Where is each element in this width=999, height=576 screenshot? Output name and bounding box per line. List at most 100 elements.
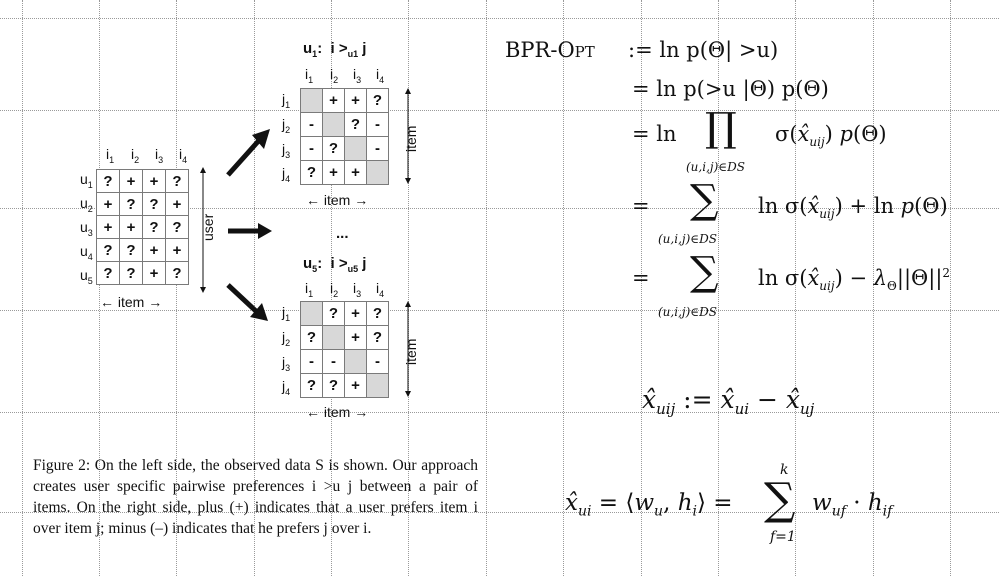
matrix-row: ?? +	[300, 373, 389, 398]
matrix-cell: ?	[96, 238, 120, 262]
matrix-row: ?? + +	[96, 238, 189, 262]
matrix-row: ? +?	[300, 325, 389, 350]
matrix-cell: -	[366, 112, 389, 137]
matrix-diagonal-cell	[366, 160, 389, 185]
row-label: j3	[282, 141, 291, 160]
caption-label: Figure 2:	[33, 457, 91, 474]
matrix-cell: ?	[119, 261, 143, 285]
matrix-cell: ?	[366, 88, 389, 113]
eq-line-5-rhs: ln σ(x̂uij) − λΘ||Θ||2	[758, 266, 951, 294]
matrix-cell: ?	[322, 136, 345, 161]
eq-line-3-rhs: σ(x̂uij) p(Θ)	[775, 122, 887, 150]
matrix-cell: +	[119, 215, 143, 239]
matrix-diagonal-cell	[344, 349, 367, 374]
matrix-cell: ?	[366, 301, 389, 326]
matrix-diagonal-cell	[344, 136, 367, 161]
xuij-definition: x̂uij := x̂ui − x̂uj	[642, 385, 815, 418]
matrix-cell: ?	[165, 169, 189, 193]
matrix-cell: +	[344, 88, 367, 113]
sum-symbol: ∑	[690, 177, 719, 223]
col-label: i1	[106, 146, 115, 165]
eq-line-4-rhs: ln σ(x̂uij) + ln p(Θ)	[758, 194, 948, 222]
col-label: i2	[330, 280, 339, 299]
figure-caption: Figure 2: On the left side, the observed…	[33, 455, 478, 539]
matrix-cell: -	[300, 136, 323, 161]
left-y-axis-label: user	[200, 213, 216, 241]
matrix-cell: +	[142, 169, 166, 193]
transform-arrows	[226, 129, 272, 321]
matrix-diagonal-cell	[300, 301, 323, 326]
matrix-row: -? -	[300, 136, 389, 161]
matrix-cell: -	[300, 112, 323, 137]
matrix-row: ? + +	[300, 160, 389, 185]
right-bottom-y-axis-arrow	[405, 301, 411, 397]
matrix-row: + +?	[300, 88, 389, 113]
row-label: j4	[282, 378, 291, 397]
eq-line-4: =	[632, 194, 650, 218]
sum-symbol: ∑	[764, 474, 796, 525]
row-label: j1	[282, 304, 291, 323]
matrix-row: ? + +?	[96, 169, 189, 193]
xui-rhs: wuf · hif	[812, 490, 893, 520]
matrix-cell: +	[322, 88, 345, 113]
matrix-cell: ?	[344, 112, 367, 137]
row-label: j3	[282, 354, 291, 373]
matrix-cell: +	[142, 261, 166, 285]
matrix-cell: -	[300, 349, 323, 374]
col-label: i3	[353, 280, 362, 299]
matrix-row: -? -	[300, 112, 389, 137]
col-label: i3	[353, 66, 362, 85]
matrix-cell: ?	[300, 373, 323, 398]
matrix-cell: -	[366, 136, 389, 161]
matrix-cell: -	[366, 349, 389, 374]
row-label: j2	[282, 116, 291, 135]
matrix-cell: +	[165, 192, 189, 216]
xui-lhs: x̂ui = ⟨wu, hi⟩ =	[565, 490, 733, 520]
matrix-diagonal-cell	[366, 373, 389, 398]
right-top-y-axis-arrow	[405, 88, 411, 184]
row-label: u5	[80, 267, 93, 286]
matrix-cell: ?	[300, 325, 323, 350]
matrix-cell: +	[344, 373, 367, 398]
col-label: i3	[155, 146, 164, 165]
sum-lower-limit: f=1	[770, 529, 796, 545]
col-label: i2	[131, 146, 140, 165]
matrix-cell: ?	[165, 215, 189, 239]
matrix-cell: ?	[300, 160, 323, 185]
right-top-x-axis-label: ← item →	[306, 192, 369, 208]
matrix-cell: +	[119, 169, 143, 193]
matrix-cell: ?	[142, 192, 166, 216]
row-label: u2	[80, 195, 93, 214]
matrix-cell: ?	[142, 215, 166, 239]
eq-line-2: = ln p(>u |Θ) p(Θ)	[632, 77, 829, 101]
col-label: i1	[305, 280, 314, 299]
matrix-row: ?? +?	[96, 261, 189, 285]
eq-line-3: = ln	[632, 122, 677, 146]
row-label: j2	[282, 329, 291, 348]
col-label: i4	[376, 280, 385, 299]
matrix-diagonal-cell	[322, 325, 345, 350]
matrix-cell: ?	[165, 261, 189, 285]
ellipsis: ...	[336, 225, 349, 242]
matrix-cell: +	[344, 160, 367, 185]
col-label: i2	[330, 66, 339, 85]
eq-line-1: := ln p(Θ| >u)	[628, 38, 779, 62]
bpr-opt-lhs: BPR-Opt	[505, 38, 595, 62]
eq-line-5: =	[632, 266, 650, 290]
left-matrix-table: ? + +? +?? + + +???? + +?? +?	[96, 169, 189, 285]
matrix-row: +?? +	[96, 192, 189, 216]
matrix-diagonal-cell	[322, 112, 345, 137]
matrix-cell: +	[344, 325, 367, 350]
matrix-cell: ?	[119, 192, 143, 216]
left-x-axis-label: ← item →	[100, 294, 163, 310]
right-bottom-y-axis-label: item	[403, 338, 419, 365]
matrix-cell: ?	[96, 169, 120, 193]
matrix-cell: ?	[366, 325, 389, 350]
row-label: u4	[80, 243, 93, 262]
matrix-cell: ?	[322, 373, 345, 398]
right-top-y-axis-label: item	[403, 125, 419, 152]
matrix-cell: +	[96, 215, 120, 239]
col-label: i4	[376, 66, 385, 85]
right-bottom-x-axis-label: ← item →	[306, 404, 369, 420]
matrix-cell: ?	[322, 301, 345, 326]
